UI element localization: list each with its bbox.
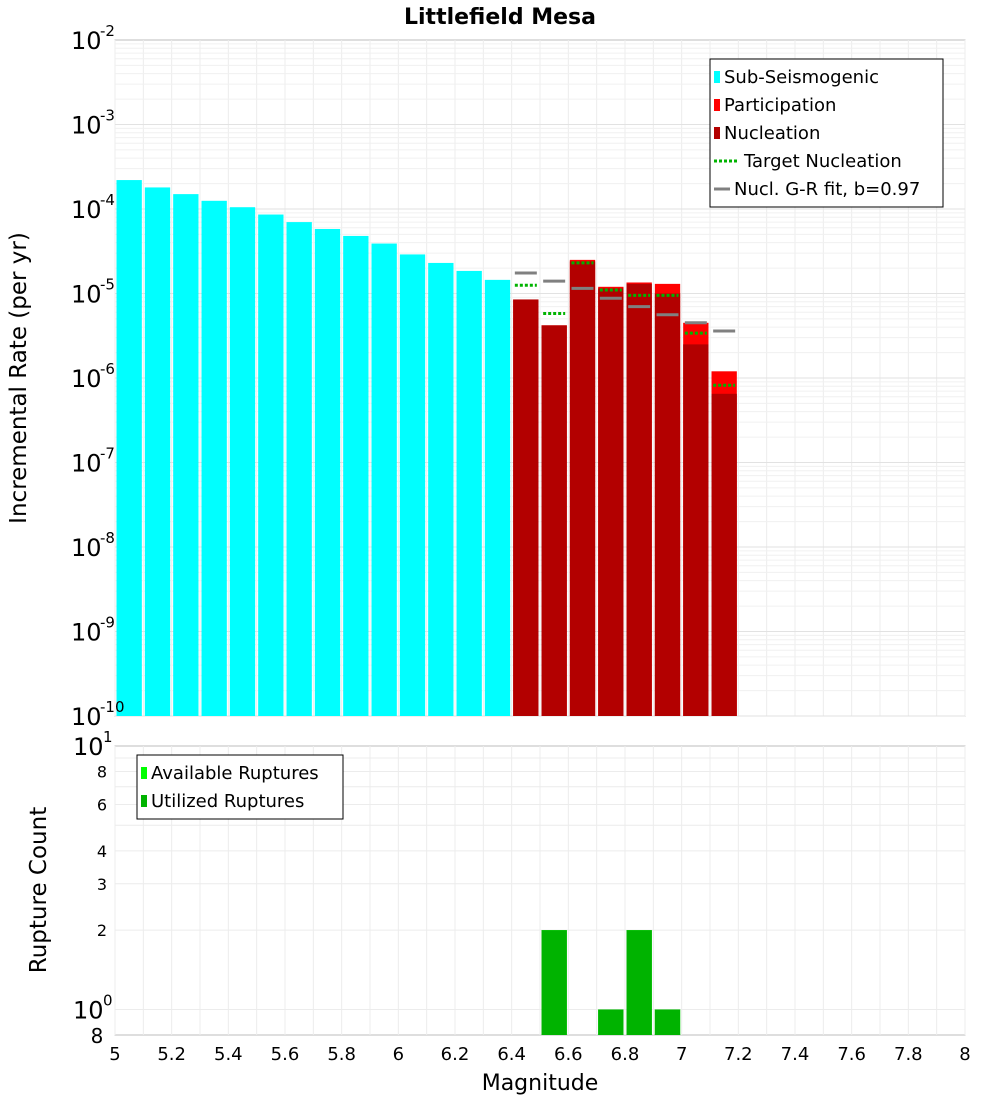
bar-sub-seismogenic bbox=[428, 262, 454, 716]
count-y-minor-tick-label: 3 bbox=[97, 875, 107, 894]
count-y-minor-tick-label: 8 bbox=[97, 763, 107, 782]
bar-sub-seismogenic bbox=[173, 194, 199, 716]
rate-y-tick-exponent: -5 bbox=[100, 276, 115, 294]
bar-nucleation bbox=[598, 288, 624, 716]
count-y-minor-tick-label: 4 bbox=[97, 842, 107, 861]
rate-y-tick-exponent: -8 bbox=[100, 529, 115, 547]
legend-label-participation: Participation bbox=[724, 95, 836, 116]
count-y-minor-tick-label: 8 bbox=[91, 1024, 104, 1048]
bar-sub-seismogenic bbox=[229, 207, 256, 716]
rate-y-tick-label: 10 bbox=[71, 534, 102, 562]
bar-nucleation bbox=[711, 393, 737, 716]
bar-sub-seismogenic bbox=[116, 180, 142, 716]
rate-y-tick-label: 10 bbox=[71, 281, 102, 309]
bar-sub-seismogenic bbox=[343, 235, 369, 716]
legend-swatch-available-ruptures bbox=[141, 767, 147, 779]
count-y-tick-label: 10 bbox=[73, 996, 104, 1024]
bar-sub-seismogenic bbox=[314, 228, 341, 716]
rate-y-tick-label: 10 bbox=[71, 450, 102, 478]
x-tick-label: 5.6 bbox=[271, 1044, 300, 1065]
x-tick-label: 5.8 bbox=[327, 1044, 356, 1065]
chart-title: Littlefield Mesa bbox=[404, 5, 596, 30]
x-tick-label: 6.8 bbox=[611, 1044, 640, 1065]
rate-bars bbox=[116, 180, 737, 717]
x-tick-label: 5 bbox=[109, 1044, 120, 1065]
legend-label-utilized-ruptures: Utilized Ruptures bbox=[151, 791, 304, 812]
x-tick-label: 5.2 bbox=[157, 1044, 186, 1065]
legend-label-target-nucleation: Target Nucleation bbox=[743, 151, 902, 172]
bar-utilized-ruptures bbox=[654, 1009, 681, 1035]
count-y-tick-exponent: 0 bbox=[103, 991, 113, 1009]
legend-label-nucleation: Nucleation bbox=[724, 123, 820, 144]
count-legend: Available Ruptures Utilized Ruptures bbox=[136, 754, 344, 820]
count-y-axis-label: Rupture Count bbox=[26, 807, 52, 973]
rate-y-tick-exponent: -7 bbox=[100, 445, 115, 463]
legend-label-available-ruptures: Available Ruptures bbox=[151, 763, 319, 784]
bar-sub-seismogenic bbox=[399, 254, 426, 716]
rate-y-tick-label: 10 bbox=[71, 703, 102, 731]
count-x-ticks: 5 5.2 5.4 5.6 5.8 6 6.2 6.4 6.6 6.8 7 7.2 7.4 7.6 7.8 8 bbox=[109, 1044, 970, 1065]
bar-utilized-ruptures bbox=[541, 930, 567, 1035]
rate-y-tick-exponent: -10 bbox=[100, 698, 125, 716]
rate-markers bbox=[514, 261, 736, 387]
rate-y-tick-exponent: -4 bbox=[100, 191, 115, 209]
x-tick-label: 6.4 bbox=[497, 1044, 526, 1065]
count-bars bbox=[541, 930, 681, 1035]
x-tick-label: 6 bbox=[393, 1044, 404, 1065]
bar-utilized-ruptures bbox=[598, 1009, 624, 1035]
count-y-tick-label: 10 bbox=[73, 733, 104, 761]
rate-y-tick-label: 10 bbox=[71, 196, 102, 224]
bar-sub-seismogenic bbox=[456, 270, 482, 716]
rate-y-tick-label: 10 bbox=[71, 619, 102, 647]
bar-nucleation bbox=[541, 325, 567, 716]
bar-nucleation bbox=[654, 293, 681, 716]
legend-swatch-participation bbox=[714, 99, 720, 111]
x-tick-label: 7.2 bbox=[724, 1044, 753, 1065]
bar-nucleation bbox=[513, 299, 539, 716]
rate-y-tick-exponent: -9 bbox=[100, 614, 115, 632]
x-tick-label: 7.8 bbox=[894, 1044, 923, 1065]
rate-y-tick-label: 10 bbox=[71, 27, 102, 55]
count-y-tick-exponent: 1 bbox=[103, 728, 113, 746]
x-axis-label: Magnitude bbox=[482, 1071, 599, 1096]
legend-swatch-nucleation bbox=[714, 127, 720, 139]
bar-sub-seismogenic bbox=[258, 214, 284, 716]
count-y-minor-tick-label: 2 bbox=[97, 921, 107, 940]
bar-sub-seismogenic bbox=[484, 279, 511, 716]
rate-legend-box bbox=[709, 58, 944, 208]
x-tick-label: 7.4 bbox=[781, 1044, 810, 1065]
bar-nucleation bbox=[626, 283, 652, 716]
x-tick-label: 7.6 bbox=[837, 1044, 866, 1065]
rate-y-axis-label: Incremental Rate (per yr) bbox=[6, 232, 32, 524]
count-y-minor-tick-label: 6 bbox=[97, 795, 107, 814]
rate-y-tick-label: 10 bbox=[71, 112, 102, 140]
bar-sub-seismogenic bbox=[201, 200, 227, 717]
rate-y-tick-exponent: -3 bbox=[100, 107, 115, 125]
rate-y-tick-exponent: -2 bbox=[100, 22, 115, 40]
legend-swatch-utilized-ruptures bbox=[141, 795, 147, 807]
bar-sub-seismogenic bbox=[286, 222, 312, 716]
count-legend-box bbox=[136, 754, 344, 820]
x-tick-label: 7 bbox=[676, 1044, 687, 1065]
legend-label-sub-seismogenic: Sub-Seismogenic bbox=[724, 67, 879, 88]
x-tick-label: 5.4 bbox=[214, 1044, 243, 1065]
legend-swatch-sub-seismogenic bbox=[714, 71, 720, 83]
x-tick-label: 6.2 bbox=[441, 1044, 470, 1065]
rate-y-tick-exponent: -6 bbox=[100, 360, 115, 378]
bar-sub-seismogenic bbox=[144, 187, 171, 717]
x-tick-label: 8 bbox=[959, 1044, 970, 1065]
bar-sub-seismogenic bbox=[371, 243, 397, 716]
rate-legend: Sub-Seismogenic Participation Nucleation Ta… bbox=[709, 58, 944, 208]
x-tick-label: 6.6 bbox=[554, 1044, 583, 1065]
bar-utilized-ruptures bbox=[626, 930, 652, 1035]
legend-label-nucl-g-r-fit-b-0-97: Nucl. G-R fit, b=0.97 bbox=[734, 179, 920, 200]
bar-nucleation bbox=[569, 261, 596, 716]
rate-y-tick-label: 10 bbox=[71, 365, 102, 393]
bar-nucleation bbox=[683, 344, 709, 716]
